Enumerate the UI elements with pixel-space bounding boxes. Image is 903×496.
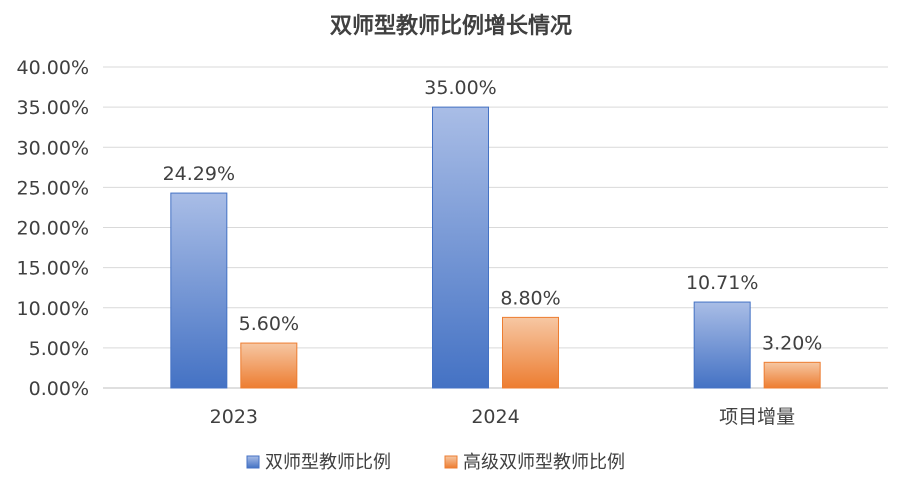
chart-title: 双师型教师比例增长情况 bbox=[330, 13, 572, 39]
x-category-label: 2024 bbox=[471, 406, 519, 428]
y-tick-label: 15.00% bbox=[17, 258, 89, 280]
y-tick-label: 40.00% bbox=[17, 57, 89, 79]
bar bbox=[763, 361, 821, 389]
y-tick-label: 0.00% bbox=[29, 378, 89, 400]
legend-swatch bbox=[246, 455, 260, 469]
bar bbox=[502, 316, 559, 389]
data-label: 8.80% bbox=[500, 287, 560, 309]
y-tick-label: 35.00% bbox=[17, 97, 89, 119]
legend-label: 双师型教师比例 bbox=[265, 452, 391, 473]
x-category-label: 2023 bbox=[210, 406, 258, 428]
data-label: 10.71% bbox=[686, 272, 758, 294]
bar bbox=[693, 301, 751, 389]
legend-label: 高级双师型教师比例 bbox=[463, 452, 625, 473]
legend: 双师型教师比例 高级双师型教师比例 bbox=[246, 452, 625, 473]
bars bbox=[170, 106, 821, 389]
data-labels: 24.29% 5.60% 35.00% 8.80% 10.71% 3.20% bbox=[163, 77, 823, 354]
legend-swatch bbox=[444, 455, 458, 469]
data-label: 35.00% bbox=[424, 77, 496, 99]
y-tick-label: 25.00% bbox=[17, 177, 89, 199]
y-tick-label: 20.00% bbox=[17, 218, 89, 240]
y-tick-label: 5.00% bbox=[29, 338, 89, 360]
x-axis-categories: 2023 2024 项目增量 bbox=[210, 406, 796, 428]
gridlines bbox=[103, 66, 888, 389]
bar bbox=[170, 192, 228, 389]
data-label: 5.60% bbox=[239, 313, 299, 335]
y-tick-label: 10.00% bbox=[17, 298, 89, 320]
y-axis-ticks: 0.00% 5.00% 10.00% 15.00% 20.00% 25.00% 30.00%… bbox=[17, 57, 89, 400]
bar bbox=[432, 106, 489, 389]
y-tick-label: 30.00% bbox=[17, 137, 89, 159]
bar bbox=[240, 342, 298, 389]
x-category-label: 项目增量 bbox=[719, 406, 795, 428]
data-label: 3.20% bbox=[762, 332, 822, 354]
data-label: 24.29% bbox=[163, 163, 235, 185]
